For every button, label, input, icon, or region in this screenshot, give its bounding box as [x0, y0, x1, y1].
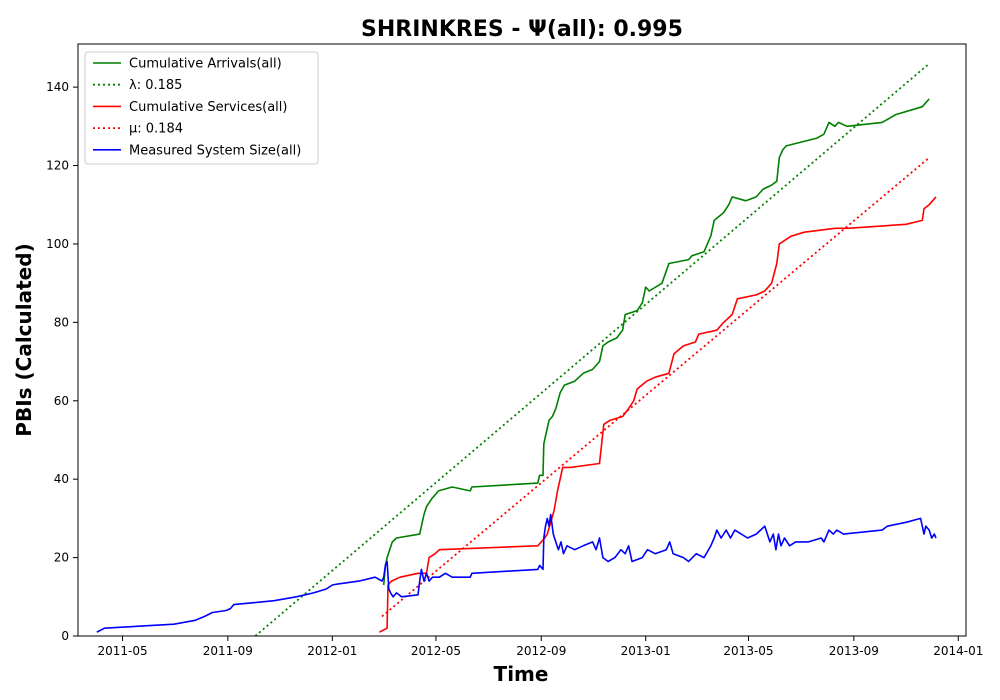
legend-label: Cumulative Arrivals(all): [129, 57, 282, 72]
x-tick-label: 2011-05: [97, 644, 147, 658]
x-tick-label: 2013-09: [829, 644, 879, 658]
x-tick-label: 2011-09: [203, 644, 253, 658]
plot-frame: [77, 43, 967, 637]
legend-label: Measured System Size(all): [129, 143, 301, 158]
y-tick-label: 120: [46, 159, 69, 173]
series-line-3: [381, 157, 930, 618]
x-tick-label: 2013-05: [723, 644, 773, 658]
x-tick-label: 2013-01: [621, 644, 671, 658]
y-tick-label: 80: [54, 315, 69, 329]
x-axis-title: Time: [494, 662, 549, 686]
legend-label: λ: 0.185: [129, 78, 182, 93]
y-tick-label: 100: [46, 237, 69, 251]
y-tick-label: 140: [46, 80, 69, 94]
series-line-1: [254, 62, 930, 636]
legend-label: μ: 0.184: [129, 122, 183, 137]
legend-box: [84, 51, 319, 165]
plot-area: 2011-05 2011-09 2012-01 2012-05 2012-09 2013-…: [46, 43, 983, 658]
x-tick-label: 2012-01: [307, 644, 357, 658]
y-tick-label: 40: [54, 472, 69, 486]
x-tick-label: 2014-01: [933, 644, 983, 658]
series-line-4: [96, 513, 937, 633]
legend-label: Cumulative Services(all): [129, 100, 287, 115]
y-tick-label: 0: [61, 629, 69, 643]
x-tick-label: 2012-05: [411, 644, 461, 658]
chart-title: SHRINKRES - Ψ(all): 0.995: [361, 17, 683, 42]
legend: Cumulative Arrivals(all) λ: 0.185 Cumulati…: [84, 51, 319, 165]
series-line-2: [379, 196, 937, 633]
y-tick-label: 20: [54, 551, 69, 565]
x-tick-label: 2012-09: [516, 644, 566, 658]
y-axis-title: PBIs (Calculated): [12, 243, 36, 436]
series-group: [96, 62, 937, 636]
series-line-0: [382, 98, 930, 586]
y-tick-label: 60: [54, 394, 69, 408]
